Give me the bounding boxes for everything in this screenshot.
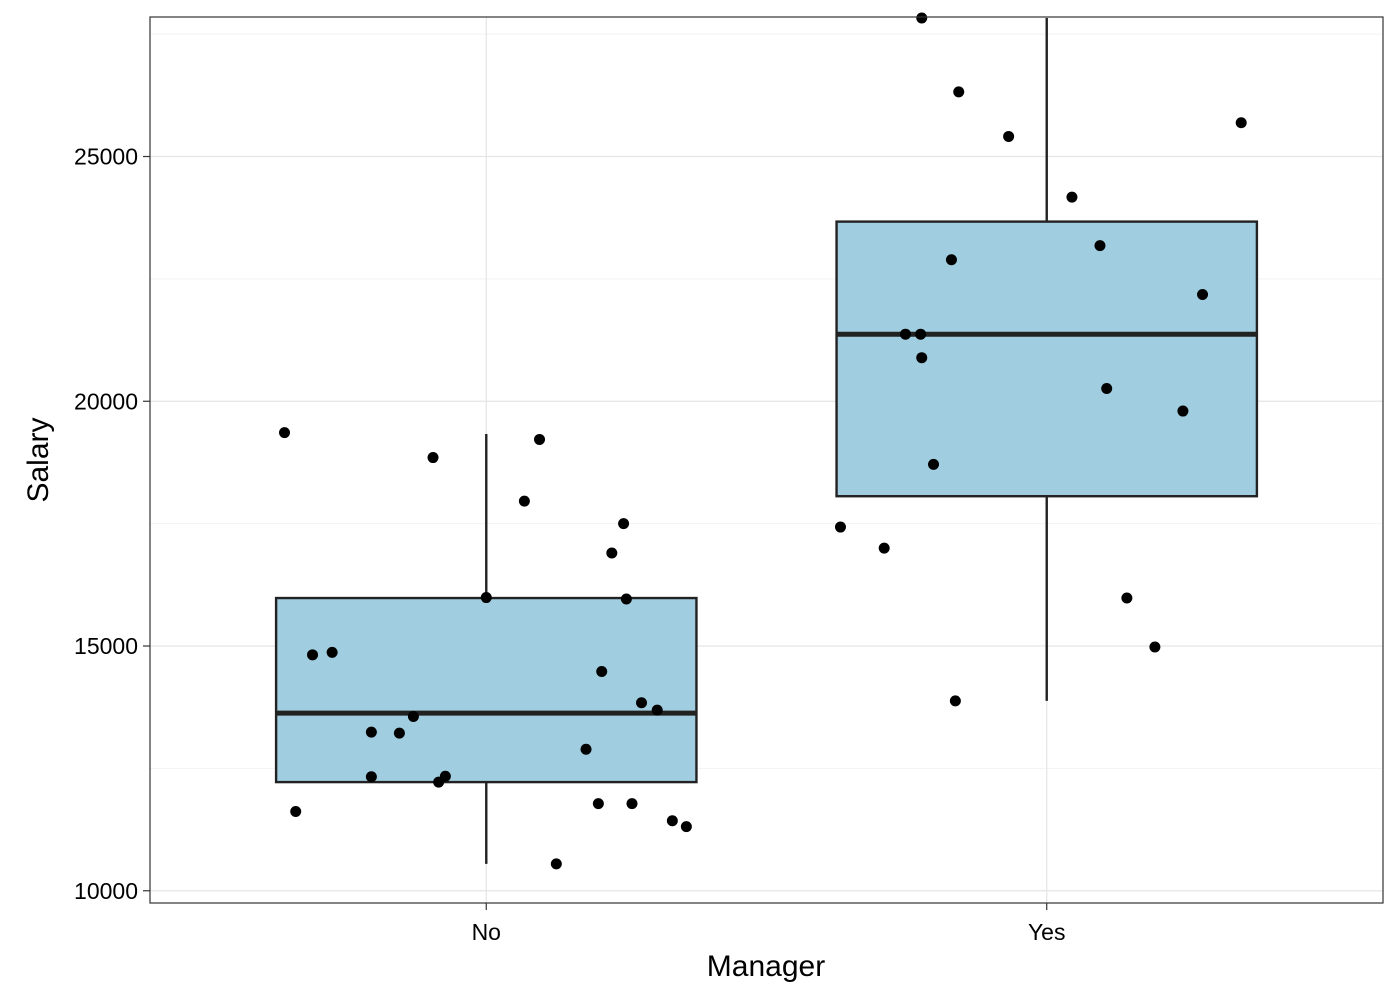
x-tick-label: Yes: [1028, 919, 1066, 945]
data-point: [550, 858, 562, 870]
data-point: [1149, 641, 1161, 653]
data-point: [1003, 130, 1015, 142]
data-point: [326, 646, 338, 658]
data-point: [534, 433, 546, 445]
data-point: [407, 710, 419, 722]
data-point: [949, 695, 961, 707]
data-point: [1094, 240, 1106, 252]
data-point: [427, 452, 439, 464]
x-tick-label: No: [472, 919, 501, 945]
data-point: [626, 798, 638, 810]
y-tick-label: 10000: [74, 878, 138, 904]
box-no: [274, 434, 698, 864]
data-point: [953, 86, 965, 98]
y-axis-title: Salary: [22, 417, 55, 502]
jitter-points: [279, 12, 1247, 870]
data-point: [596, 665, 608, 677]
data-point: [834, 521, 846, 533]
y-tick-label: 15000: [74, 633, 138, 659]
data-point: [1066, 191, 1078, 203]
data-point: [1101, 383, 1113, 395]
data-point: [878, 542, 890, 554]
data-point: [592, 798, 604, 810]
data-point: [618, 518, 630, 530]
data-point: [899, 328, 911, 340]
box-layer: [274, 17, 1259, 864]
data-point: [606, 547, 618, 559]
axes: 10000 15000 20000 25000 No Yes: [74, 144, 1065, 945]
data-point: [666, 815, 678, 827]
data-point: [1177, 405, 1189, 417]
data-point: [1121, 592, 1133, 604]
data-point: [518, 495, 530, 507]
y-tick-label: 20000: [74, 388, 138, 414]
data-point: [365, 726, 377, 738]
data-point: [279, 427, 291, 439]
data-point: [651, 704, 663, 716]
box-yes: [835, 17, 1259, 701]
data-point: [916, 352, 928, 364]
data-point: [945, 254, 957, 266]
data-point: [580, 743, 592, 755]
data-point: [307, 649, 319, 661]
data-point: [916, 12, 928, 24]
data-point: [636, 697, 648, 709]
data-point: [365, 771, 377, 783]
data-point: [480, 592, 492, 604]
data-point: [928, 458, 940, 470]
data-point: [915, 328, 927, 340]
data-point: [1197, 289, 1209, 301]
data-point: [680, 821, 692, 833]
iqr-box: [274, 596, 698, 784]
data-point: [393, 727, 405, 739]
data-point: [290, 805, 302, 817]
plot-panel-border: [149, 16, 1384, 904]
x-axis-title: Manager: [707, 950, 825, 983]
data-point: [620, 593, 632, 605]
y-tick-label: 25000: [74, 144, 138, 170]
data-point: [439, 770, 451, 782]
data-point: [1235, 117, 1247, 129]
iqr-box: [835, 220, 1259, 498]
